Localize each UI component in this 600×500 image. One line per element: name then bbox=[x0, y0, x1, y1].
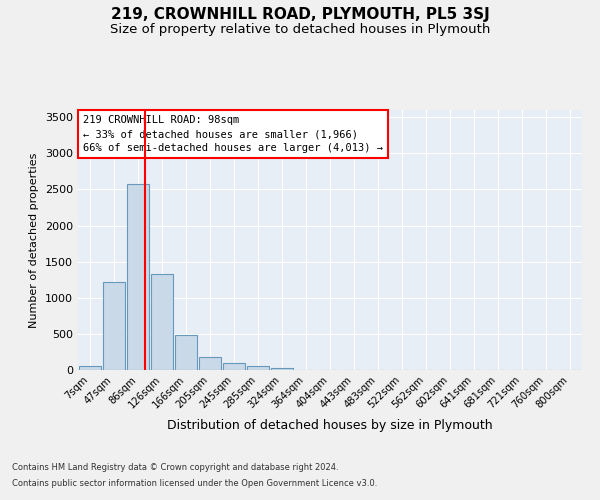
Text: Size of property relative to detached houses in Plymouth: Size of property relative to detached ho… bbox=[110, 22, 490, 36]
Bar bbox=[103, 282, 125, 370]
Text: Contains HM Land Registry data © Crown copyright and database right 2024.: Contains HM Land Registry data © Crown c… bbox=[12, 464, 338, 472]
X-axis label: Distribution of detached houses by size in Plymouth: Distribution of detached houses by size … bbox=[167, 419, 493, 432]
Text: 219, CROWNHILL ROAD, PLYMOUTH, PL5 3SJ: 219, CROWNHILL ROAD, PLYMOUTH, PL5 3SJ bbox=[110, 8, 490, 22]
Bar bbox=[79, 366, 101, 370]
Bar bbox=[127, 184, 149, 370]
Bar bbox=[247, 366, 269, 370]
Bar bbox=[151, 274, 173, 370]
Text: 219 CROWNHILL ROAD: 98sqm
← 33% of detached houses are smaller (1,966)
66% of se: 219 CROWNHILL ROAD: 98sqm ← 33% of detac… bbox=[83, 115, 383, 153]
Text: Contains public sector information licensed under the Open Government Licence v3: Contains public sector information licen… bbox=[12, 478, 377, 488]
Bar bbox=[223, 363, 245, 370]
Bar bbox=[271, 368, 293, 370]
Bar bbox=[175, 334, 197, 370]
Bar bbox=[199, 356, 221, 370]
Y-axis label: Number of detached properties: Number of detached properties bbox=[29, 152, 40, 328]
